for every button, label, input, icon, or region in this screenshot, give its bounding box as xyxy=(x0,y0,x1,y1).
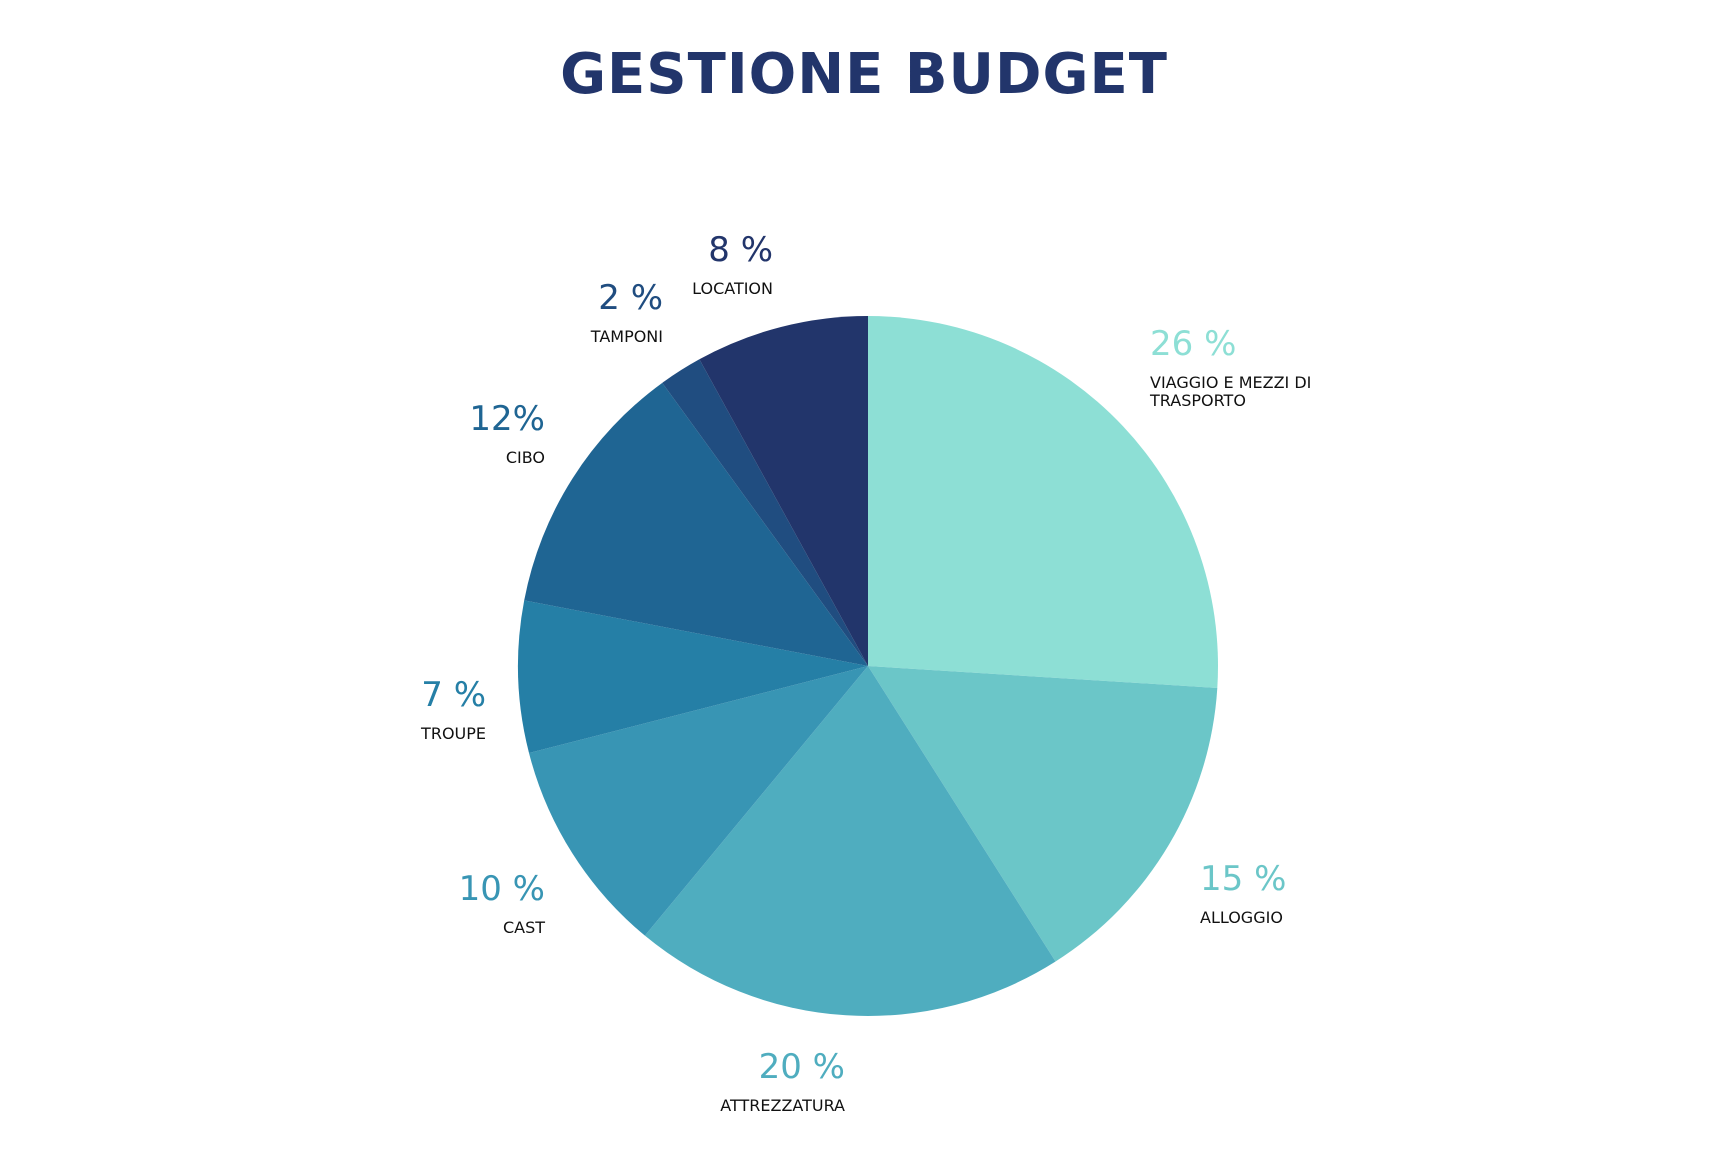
pie-slice xyxy=(644,666,1056,1016)
pie-slice xyxy=(699,316,868,666)
pie-slices xyxy=(518,316,1219,1016)
slice-label-group: 15 % ALLOGGIO xyxy=(1200,859,1286,927)
slice-percent-label: 20 % xyxy=(759,1047,845,1087)
slice-label-group: 12% CIBO xyxy=(469,399,545,467)
slice-category-label: VIAGGIO E MEZZI DI xyxy=(1150,373,1311,392)
slice-percent-label: 2 % xyxy=(598,278,663,318)
slice-label-group: 10 % CAST xyxy=(459,869,546,937)
slice-label-group: 20 % ATTREZZATURA xyxy=(720,1047,845,1115)
pie-slice xyxy=(662,359,868,666)
slice-percent-label: 15 % xyxy=(1200,859,1286,899)
pie-slice xyxy=(868,666,1218,962)
slice-percent-label: 7 % xyxy=(421,675,486,715)
slice-percent-label: 8 % xyxy=(708,230,773,270)
slice-category-label: TAMPONI xyxy=(590,327,663,346)
slice-category-label: CIBO xyxy=(506,448,545,467)
slice-percent-label: 26 % xyxy=(1150,324,1236,364)
pie-slice xyxy=(868,316,1219,688)
slice-category-label: ATTREZZATURA xyxy=(720,1096,845,1115)
slice-label-group: 8 % LOCATION xyxy=(692,230,773,298)
slice-category-label: LOCATION xyxy=(692,279,773,298)
slice-label-group: 2 % TAMPONI xyxy=(590,278,663,346)
pie-slice xyxy=(524,382,868,666)
slice-category-label: ALLOGGIO xyxy=(1200,908,1283,927)
slice-category-label: CAST xyxy=(503,918,545,937)
slice-percent-label: 12% xyxy=(469,399,545,439)
pie-slice xyxy=(518,600,868,754)
pie-slice xyxy=(529,666,868,936)
slice-category-label: TROUPE xyxy=(420,724,486,743)
slice-label-group: 7 % TROUPE xyxy=(420,675,486,743)
slice-percent-label: 10 % xyxy=(459,869,545,909)
chart-title: GESTIONE BUDGET xyxy=(560,42,1168,107)
slice-category-label: TRASPORTO xyxy=(1149,391,1246,410)
